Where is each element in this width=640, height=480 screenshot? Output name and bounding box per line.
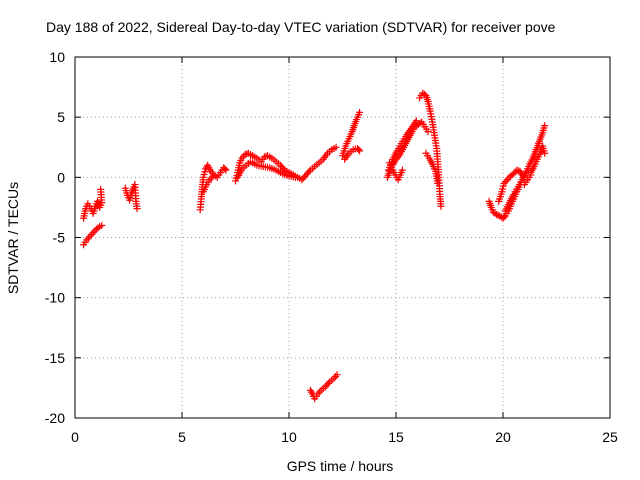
data-point (503, 176, 511, 184)
data-point (209, 172, 217, 180)
data-point (315, 388, 323, 396)
data-point (508, 171, 516, 179)
grid-lines (75, 57, 610, 418)
data-point (133, 205, 141, 213)
x-tick-label: 10 (281, 429, 297, 445)
chart-title: Day 188 of 2022, Sidereal Day-to-day VTE… (46, 19, 556, 35)
y-tick-label: 10 (49, 49, 65, 65)
data-point (279, 165, 287, 173)
data-point (424, 128, 432, 136)
data-point (305, 168, 313, 176)
y-tick-labels: -20 -15 -10 -5 0 5 10 (45, 49, 65, 426)
x-tick-label: 0 (71, 429, 79, 445)
y-tick-label: -5 (53, 230, 66, 246)
data-point (541, 149, 549, 157)
y-tick-label: -15 (45, 350, 65, 366)
data-point (412, 117, 420, 125)
y-tick-label: -20 (45, 410, 65, 426)
x-axis-label: GPS time / hours (287, 458, 394, 474)
data-point (434, 179, 442, 187)
data-point (437, 202, 445, 210)
data-point (262, 152, 270, 160)
data-point (222, 166, 230, 174)
data-point (97, 185, 105, 193)
data-point (243, 150, 251, 158)
x-tick-labels: 0 5 10 15 20 25 (71, 429, 618, 445)
data-point (332, 372, 340, 380)
data-point (398, 166, 406, 174)
x-tick-label: 5 (178, 429, 186, 445)
x-tick-label: 15 (388, 429, 404, 445)
data-point (221, 165, 229, 173)
data-point (493, 211, 501, 219)
data-point (94, 224, 102, 232)
data-point (541, 122, 549, 130)
y-axis-label: SDTVAR / TECUs (5, 182, 21, 294)
data-point (356, 108, 364, 116)
data-point (500, 213, 508, 221)
data-points (80, 89, 549, 403)
plot-frame (74, 56, 611, 419)
data-point (84, 234, 92, 242)
data-point (333, 371, 341, 379)
y-tick-label: -10 (45, 290, 65, 306)
data-point (88, 230, 96, 238)
data-point (291, 173, 299, 181)
x-tick-label: 20 (495, 429, 511, 445)
data-point (98, 221, 106, 229)
data-point (332, 143, 340, 151)
y-tick-label: 0 (57, 169, 65, 185)
x-tick-label: 25 (602, 429, 618, 445)
data-point (416, 119, 424, 127)
data-point (355, 146, 363, 154)
data-point (86, 232, 94, 240)
data-point (89, 229, 97, 237)
y-tick-label: 5 (57, 109, 65, 125)
data-point (513, 166, 521, 174)
data-point (527, 171, 535, 179)
data-point (356, 147, 364, 155)
data-point (324, 380, 332, 388)
